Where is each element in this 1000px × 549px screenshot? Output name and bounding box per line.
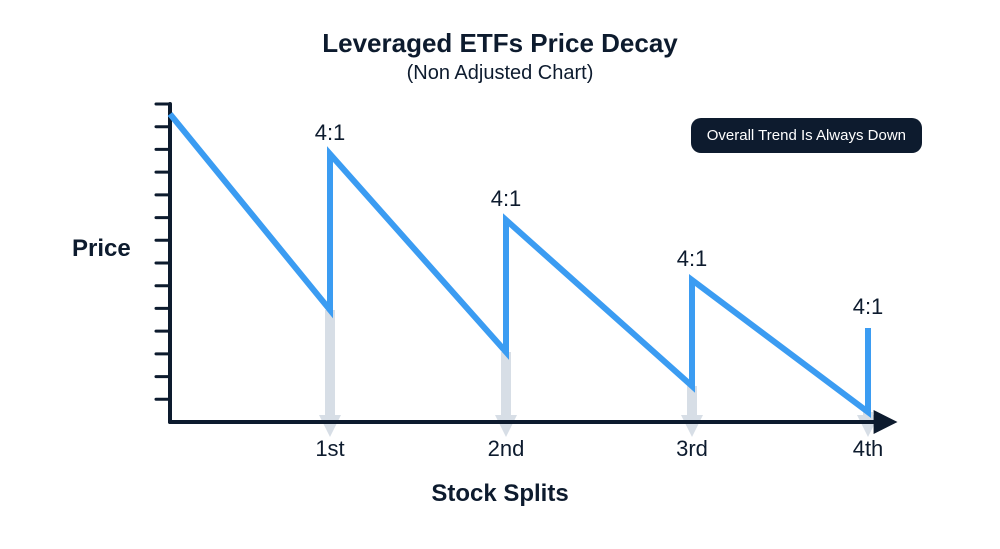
chart-title: Leveraged ETFs Price Decay xyxy=(322,28,678,59)
split-ratio-label: 4:1 xyxy=(677,246,708,272)
x-axis-label: Stock Splits xyxy=(431,480,568,508)
split-ratio-label: 4:1 xyxy=(315,120,346,146)
chart-subtitle: (Non Adjusted Chart) xyxy=(407,62,594,85)
split-ratio-label: 4:1 xyxy=(853,294,884,320)
x-tick-label: 1st xyxy=(315,436,344,462)
split-ratio-label: 4:1 xyxy=(491,186,522,212)
x-tick-label: 2nd xyxy=(488,436,525,462)
y-axis-label: Price xyxy=(72,235,131,263)
x-tick-label: 3rd xyxy=(676,436,708,462)
x-tick-label: 4th xyxy=(853,436,884,462)
price-decay-chart xyxy=(148,92,908,442)
